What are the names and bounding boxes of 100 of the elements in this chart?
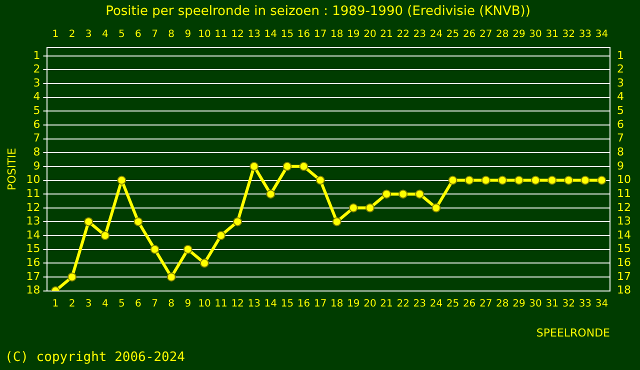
x2-tick-label: 12	[231, 298, 244, 310]
y2-tick-label: 17	[617, 270, 632, 283]
point	[481, 176, 490, 185]
x-tick-label: 8	[168, 29, 175, 40]
x-tick-label: 6	[135, 29, 142, 40]
x2-tick-label: 33	[578, 298, 592, 310]
point	[514, 176, 524, 185]
x-tick-label: 22	[396, 29, 410, 40]
x2-tick-label: 24	[430, 298, 443, 310]
point	[100, 231, 110, 240]
y-tick-label: 17	[26, 270, 40, 283]
y2-tick-label: 10	[617, 173, 632, 186]
point	[580, 176, 590, 185]
y2-tick-label: 13	[617, 214, 632, 228]
y-tick-label: 18	[26, 284, 40, 297]
x2-tick-label: 25	[446, 298, 460, 310]
point	[398, 190, 408, 199]
point	[597, 176, 606, 185]
point	[68, 272, 77, 282]
y-tick-label: 10	[26, 173, 40, 186]
x-tick-label: 25	[446, 29, 460, 40]
x2-tick-label: 17	[314, 298, 327, 310]
x-tick-label: 12	[231, 29, 244, 40]
x-tick-label: 18	[330, 29, 344, 40]
y-tick-label: 2	[33, 62, 40, 76]
x2-tick-label: 16	[297, 298, 310, 310]
point	[250, 162, 259, 171]
point	[348, 203, 358, 212]
x-tick-label: 19	[347, 29, 360, 40]
x2-tick-label: 31	[546, 298, 558, 310]
point	[498, 176, 507, 185]
x-tick-label: 31	[546, 29, 558, 40]
point	[365, 203, 374, 212]
point	[84, 217, 94, 226]
text: (C) copyright 2006-2024	[5, 350, 186, 365]
y2-tick-label: 15	[617, 242, 632, 256]
x2-tick-label: 23	[413, 298, 426, 310]
point	[266, 190, 276, 199]
y-tick-label: 12	[26, 200, 40, 214]
x2-tick-label: 28	[496, 298, 509, 310]
y2-tick-label: 11	[617, 186, 632, 200]
x2-tick-label: 22	[396, 298, 410, 310]
x-tick-label: 23	[413, 29, 426, 40]
x-tick-label: 2	[68, 29, 76, 40]
y2-tick-label: 8	[617, 145, 624, 158]
y-tick-label: 1	[33, 48, 40, 62]
x-axis-title: SPEELRONDE	[536, 326, 610, 340]
x2-tick-label: 29	[512, 298, 526, 310]
chart-title: Positie per speelronde in seizoen : 1989-1990 (Eredivisie (KNVB))	[106, 4, 530, 20]
point	[464, 176, 474, 185]
point	[299, 162, 308, 171]
y-tick-label: 3	[33, 76, 40, 90]
y-tick-label: 9	[33, 159, 40, 172]
x2-tick-label: 30	[529, 298, 542, 310]
y-tick-label: 8	[33, 145, 40, 158]
point	[548, 176, 557, 185]
x-tick-label: 4	[102, 29, 108, 40]
x-tick-label: 13	[248, 29, 260, 40]
point	[282, 162, 292, 171]
x2-tick-label: 27	[479, 298, 492, 310]
y-tick-label: 15	[26, 242, 40, 256]
x-tick-label: 1	[52, 29, 59, 40]
x-tick-label: 28	[496, 29, 509, 40]
x-tick-label: 32	[562, 29, 575, 40]
x2-tick-label: 26	[462, 298, 476, 310]
x2-tick-label: 13	[248, 298, 260, 310]
point	[432, 203, 441, 212]
point	[316, 176, 325, 185]
y2-tick-label: 4	[617, 90, 624, 104]
x-tick-label: 21	[380, 29, 393, 40]
y-tick-label: 6	[33, 118, 40, 131]
x2-tick-label: 7	[152, 298, 158, 310]
point	[200, 258, 209, 268]
point	[166, 272, 176, 282]
x2-tick-label: 34	[595, 298, 608, 310]
x2-tick-label: 10	[198, 298, 211, 310]
point	[332, 217, 342, 226]
y-tick-label: 7	[33, 132, 40, 145]
x-tick-label: 5	[118, 29, 125, 40]
y-tick-label: 16	[26, 256, 40, 270]
y2-tick-label: 5	[617, 104, 624, 118]
x2-tick-label: 6	[135, 298, 142, 310]
y2-tick-label: 18	[617, 284, 632, 297]
point	[564, 176, 574, 185]
y-tick-label: 5	[33, 104, 40, 118]
x2-tick-label: 8	[168, 298, 175, 310]
x2-tick-label: 2	[68, 298, 76, 310]
x-tick-label: 3	[85, 29, 92, 40]
x2-tick-label: 20	[364, 298, 376, 310]
x2-tick-label: 15	[280, 298, 294, 310]
x2-tick-label: 14	[264, 298, 278, 310]
x2-tick-label: 32	[562, 298, 575, 310]
point	[415, 190, 424, 199]
x2-tick-label: 1	[52, 298, 59, 310]
x2-tick-label: 4	[102, 298, 108, 310]
y-tick-label: 14	[26, 228, 40, 242]
point	[216, 231, 226, 240]
x-tick-label: 15	[280, 29, 294, 40]
x-tick-label: 20	[364, 29, 376, 40]
point	[117, 176, 126, 185]
